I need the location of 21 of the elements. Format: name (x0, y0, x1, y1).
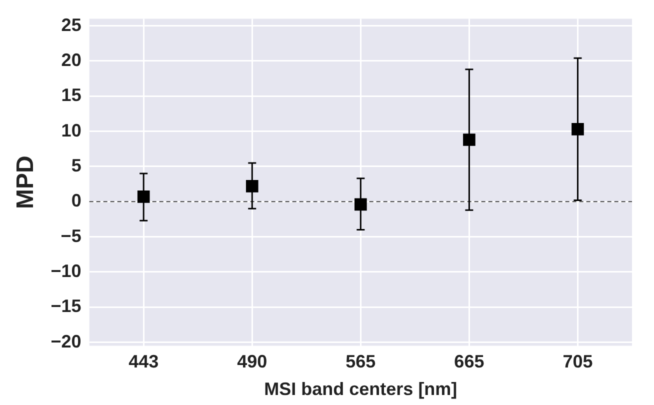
y-tick-label: 25 (61, 14, 82, 35)
y-tick-label: −5 (60, 226, 82, 246)
x-tick-label: 443 (128, 352, 159, 372)
point (137, 190, 150, 203)
y-tick-label: −15 (50, 296, 82, 316)
y-tick-label: 20 (61, 50, 82, 70)
y-tick-label: −20 (50, 331, 82, 352)
x-tick-label: 490 (237, 352, 268, 372)
y-tick-label: 15 (61, 85, 82, 106)
point (572, 123, 584, 136)
x-tick-label: 565 (346, 352, 376, 372)
x-tick-label: 665 (454, 352, 484, 372)
y-tick-label: 5 (71, 155, 82, 176)
x-tick-label: 705 (562, 352, 593, 372)
y-tick-label: −10 (50, 260, 82, 281)
y-axis-title: MPD (12, 156, 40, 209)
x-axis-title: MSI band centers [nm] (264, 379, 458, 400)
point (246, 180, 258, 192)
y-tick-label: 10 (61, 120, 82, 140)
y-tick-label: 0 (71, 190, 82, 211)
point (463, 134, 476, 146)
